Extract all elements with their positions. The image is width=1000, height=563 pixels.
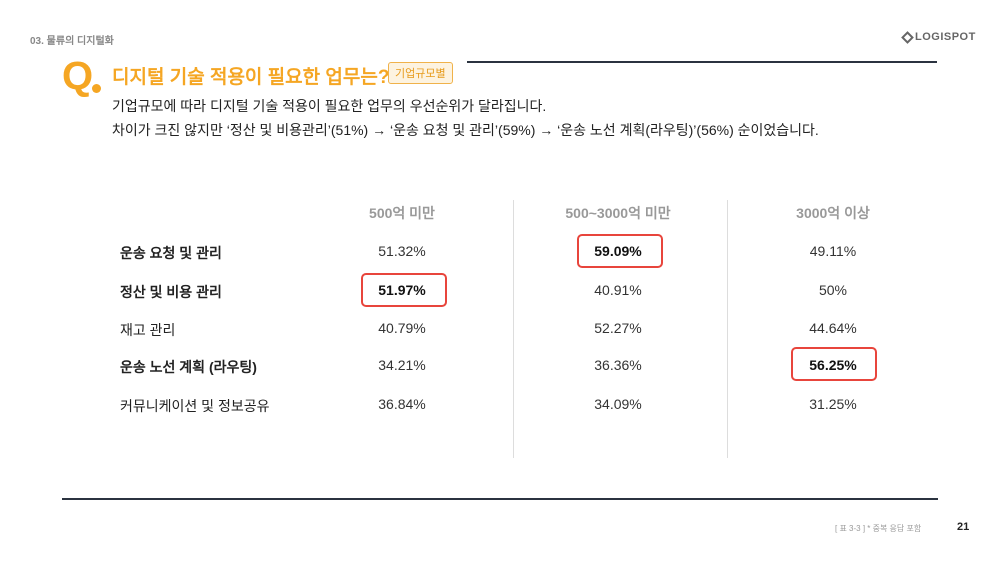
description-line: 기업규모에 따라 디지털 기술 적용이 필요한 업무의 우선순위가 달라집니다.	[112, 98, 547, 114]
highlight-box	[577, 234, 663, 268]
table-cell: 51.97%	[378, 282, 426, 298]
divider	[467, 61, 937, 63]
table-cell: 56.25%	[809, 357, 857, 373]
page-title: 디지털 기술 적용이 필요한 업무는?	[112, 67, 390, 88]
table-cell: 52.27%	[594, 320, 642, 336]
table-note: [ 표 3-3 ] * 중복 응답 포함	[835, 524, 922, 533]
table-cell: 34.09%	[594, 396, 642, 412]
table-cell: 36.36%	[594, 357, 642, 373]
column-header: 500억 미만	[369, 205, 435, 221]
page-number: 21	[957, 521, 970, 533]
table-cell: 36.84%	[378, 396, 426, 412]
table-cell: 44.64%	[809, 320, 857, 336]
column-header: 3000억 이상	[796, 205, 870, 221]
row-label: 정산 및 비용 관리	[120, 284, 222, 300]
row-label: 운송 노선 계획 (라우팅)	[120, 359, 257, 375]
logo: LOGISPOT	[901, 30, 976, 44]
column-header: 500~3000억 미만	[565, 205, 671, 221]
highlight-box	[361, 273, 447, 307]
table-cell: 50%	[818, 282, 848, 298]
highlight-box	[791, 347, 877, 381]
logo-icon	[901, 30, 914, 44]
column-divider	[727, 200, 728, 458]
table-cell: 40.91%	[594, 282, 642, 298]
q-mark: Q	[62, 54, 94, 98]
table-cell: 34.21%	[378, 357, 426, 373]
category-badge: 기업규모별	[388, 62, 453, 84]
table-cell: 51.32%	[378, 243, 426, 259]
table-cell: 49.11%	[809, 243, 857, 259]
logo-text: LOGISPOT	[915, 31, 976, 43]
description-line: 차이가 크진 않지만 ‘정산 및 비용관리’(51%) → ‘운송 요청 및 관…	[112, 122, 819, 138]
q-dot	[92, 84, 101, 93]
section-label: 03. 물류의 디지털화	[30, 36, 114, 47]
row-label: 운송 요청 및 관리	[120, 245, 222, 261]
row-label: 커뮤니케이션 및 정보공유	[120, 398, 270, 414]
table-cell: 40.79%	[378, 320, 426, 336]
row-label: 재고 관리	[120, 322, 176, 338]
table-cell: 31.25%	[809, 396, 857, 412]
column-divider	[513, 200, 514, 458]
divider	[62, 498, 938, 500]
table-cell: 59.09%	[594, 243, 642, 259]
